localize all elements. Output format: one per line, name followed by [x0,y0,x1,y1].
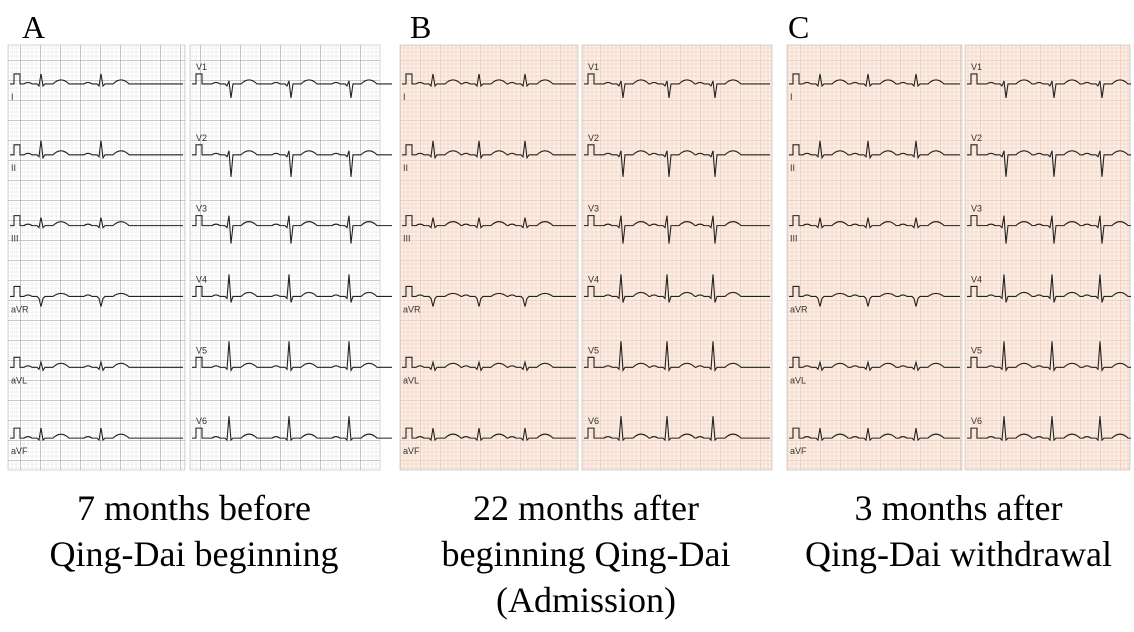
lead-label: V3 [971,204,982,214]
ecg-grid [787,45,962,470]
lead-label: I [403,92,406,102]
lead-label: II [403,163,408,173]
ecg-grid [400,45,578,470]
lead-label: V2 [971,133,982,143]
lead-label: aVR [403,304,421,314]
lead-label: V3 [196,204,207,214]
lead-label: II [11,163,16,173]
lead-label: V6 [971,416,982,426]
caption-line: 7 months before [77,488,311,528]
lead-label: V6 [196,416,207,426]
panel-letter: B [410,9,431,45]
lead-label: aVF [11,446,28,456]
caption-line: Qing-Dai beginning [50,534,339,574]
lead-label: I [11,92,14,102]
caption-line: 22 months after [473,488,699,528]
lead-label: V5 [971,345,982,355]
lead-label: aVL [403,375,419,385]
lead-label: V3 [588,204,599,214]
ecg-grid [582,45,772,470]
panel-letter: C [788,9,809,45]
ecg-grid [190,45,380,470]
figure: AIIIIIIaVRaVLaVFV1V2V3V4V5V67 months bef… [0,0,1134,632]
caption-line: Qing-Dai withdrawal [805,534,1112,574]
lead-label: aVF [403,446,420,456]
lead-label: V6 [588,416,599,426]
caption-line: beginning Qing-Dai [442,534,731,574]
lead-label: V5 [588,345,599,355]
lead-label: V1 [588,62,599,72]
lead-label: aVF [790,446,807,456]
lead-label: V2 [196,133,207,143]
ecg-grid [965,45,1130,470]
caption-line: 3 months after [855,488,1063,528]
lead-label: V4 [196,274,207,284]
lead-label: III [11,234,19,244]
lead-label: V5 [196,345,207,355]
lead-label: V1 [196,62,207,72]
lead-label: V2 [588,133,599,143]
lead-label: V4 [588,274,599,284]
caption-line: (Admission) [496,580,676,620]
lead-label: aVR [11,304,29,314]
lead-label: II [790,163,795,173]
lead-label: V4 [971,274,982,284]
lead-label: aVL [11,375,27,385]
panel-letter: A [22,9,45,45]
ecg-grid [8,45,185,470]
lead-label: III [790,234,798,244]
lead-label: I [790,92,793,102]
lead-label: V1 [971,62,982,72]
lead-label: aVL [790,375,806,385]
lead-label: III [403,234,411,244]
lead-label: aVR [790,304,808,314]
